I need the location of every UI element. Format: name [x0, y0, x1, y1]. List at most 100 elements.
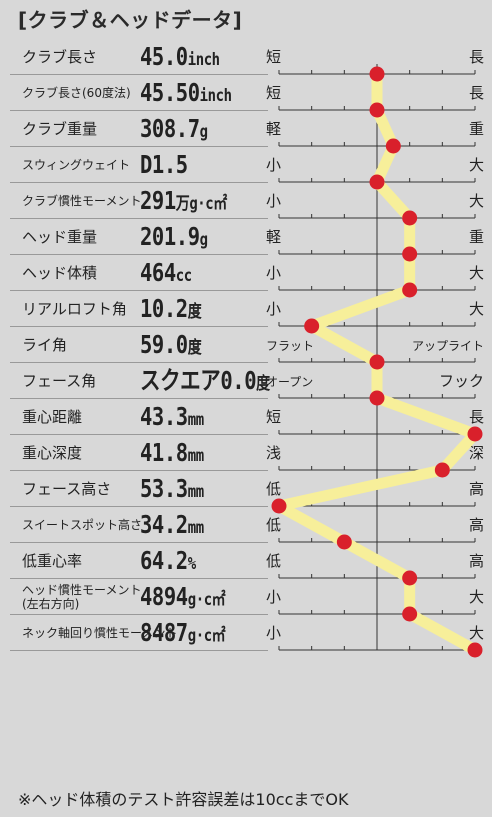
- value-number: 291: [140, 186, 176, 215]
- row-label: フェース高さ: [22, 480, 112, 498]
- row-label: ヘッド重量: [22, 228, 98, 246]
- profile-point: [369, 66, 385, 82]
- value-number: 59.0: [140, 330, 188, 359]
- row-value: 291万g·c㎡: [140, 184, 227, 218]
- row-value: 4894g·c㎡: [140, 580, 226, 614]
- value-number: 43.3: [140, 402, 188, 431]
- profile-point: [434, 462, 450, 478]
- axis-right-label: アップライト: [412, 339, 484, 353]
- value-unit: %: [187, 554, 196, 574]
- row-value: 201.9g: [140, 220, 208, 254]
- value-number: 53.3: [140, 474, 188, 503]
- table-row: 重心深度 41.8mm: [10, 436, 268, 471]
- profile-point: [369, 174, 385, 190]
- axis-left-label: 浅: [266, 444, 281, 462]
- row-label: ネック軸回り慣性モーメント: [22, 626, 178, 640]
- table-row: 低重心率 64.2%: [10, 544, 268, 579]
- row-label: クラブ重量: [22, 120, 98, 138]
- table-row: フェース角 スクエア0.0度: [10, 364, 270, 399]
- axis-left-label: フラット: [266, 339, 314, 353]
- row-value: 45.50inch: [140, 76, 232, 110]
- axis-right-label: 高: [469, 552, 484, 570]
- axis-right-label: 高: [469, 480, 484, 498]
- row-label-line: ヘッド慣性モーメント: [22, 583, 142, 597]
- axis-right-label: 大: [469, 192, 484, 210]
- value-unit: 度: [256, 374, 270, 394]
- row-value: 41.8mm: [140, 436, 204, 470]
- profile-point: [467, 642, 483, 658]
- axis-left-label: 小: [266, 156, 281, 174]
- row-label: クラブ長さ(60度法): [22, 86, 131, 100]
- table-row: スウィングウェイト D1.5: [10, 148, 268, 183]
- row-value: 45.0inch: [140, 40, 220, 74]
- value-unit: g·c㎡: [187, 626, 226, 646]
- axis-right-label: 深: [469, 444, 484, 462]
- profile-point: [402, 246, 418, 262]
- row-value: 59.0度: [140, 328, 202, 362]
- table-row: ヘッド体積 464cc: [10, 256, 268, 291]
- table-row: クラブ長さ(60度法) 45.50inch: [10, 76, 268, 111]
- row-value: 464cc: [140, 256, 192, 290]
- page-title: [クラブ＆ヘッドデータ]: [18, 8, 243, 32]
- table-row: ネック軸回り慣性モーメント 8487g·c㎡: [10, 616, 268, 651]
- row-value: 64.2%: [140, 544, 196, 578]
- profile-point: [369, 102, 385, 118]
- axis-left-label: 小: [266, 588, 281, 606]
- table-row: クラブ慣性モーメント 291万g·c㎡: [10, 184, 268, 219]
- value-unit: inch: [187, 50, 220, 70]
- value-unit: mm: [187, 410, 204, 430]
- value-unit: g: [199, 230, 208, 250]
- value-unit: cc: [175, 266, 192, 286]
- axis-left-label: 小: [266, 264, 281, 282]
- row-label: 重心距離: [22, 408, 83, 426]
- value-unit: 万g·c㎡: [175, 194, 227, 214]
- value-number: 4894: [140, 582, 188, 611]
- row-label: スウィングウェイト: [22, 158, 131, 172]
- axis-right-label: 長: [469, 408, 484, 426]
- value-unit: 度: [187, 302, 202, 322]
- row-label: フェース角: [22, 372, 97, 390]
- row-value: 53.3mm: [140, 472, 204, 506]
- axis-right-label: 重: [469, 120, 484, 138]
- row-label-line: (左右方向): [22, 597, 80, 611]
- axis-left-label: 短: [266, 408, 281, 426]
- profile-point: [402, 570, 418, 586]
- table-row: フェース高さ 53.3mm: [10, 472, 268, 507]
- row-value: 34.2mm: [140, 508, 204, 542]
- axis-left-label: 軽: [266, 228, 281, 246]
- value-unit: g·c㎡: [187, 590, 226, 610]
- axis-right-label: 長: [469, 84, 484, 102]
- value-unit: inch: [199, 86, 232, 106]
- profile-point: [467, 426, 483, 442]
- axis-left-label: 短: [266, 48, 281, 66]
- axis-right-label: 大: [469, 300, 484, 318]
- table-row: 重心距離 43.3mm: [10, 400, 268, 435]
- row-label: ヘッド体積: [22, 264, 98, 282]
- row-value: スクエア0.0度: [140, 364, 270, 398]
- row-label: クラブ長さ: [22, 48, 98, 66]
- value-number: 64.2: [140, 546, 188, 575]
- value-unit: mm: [187, 446, 204, 466]
- axis-right-label: 長: [469, 48, 484, 66]
- value-number: 464: [140, 258, 176, 287]
- table-row: ヘッド重量 201.9g: [10, 220, 268, 255]
- table-row: クラブ重量 308.7g: [10, 112, 268, 147]
- table-row: スイートスポット高さ 34.2mm: [10, 508, 268, 543]
- value-number: 308.7: [140, 114, 200, 143]
- row-label: 低重心率: [22, 552, 83, 570]
- axis-right-label: 大: [469, 264, 484, 282]
- value-number: 41.8: [140, 438, 188, 467]
- axis-left-label: 軽: [266, 120, 281, 138]
- value-number: スクエア0.0: [140, 366, 257, 395]
- axis-right-label: 高: [469, 516, 484, 534]
- axis-left-label: 短: [266, 84, 281, 102]
- table-row: ヘッド慣性モーメント (左右方向) 4894g·c㎡: [10, 580, 268, 615]
- value-number: 201.9: [140, 222, 200, 251]
- profile-point: [369, 390, 385, 406]
- value-unit: mm: [187, 482, 204, 502]
- profile-point: [271, 498, 287, 514]
- value-number: 10.2: [140, 294, 188, 323]
- value-number: 45.0: [140, 42, 188, 71]
- profile-point: [385, 138, 401, 154]
- row-value: 43.3mm: [140, 400, 204, 434]
